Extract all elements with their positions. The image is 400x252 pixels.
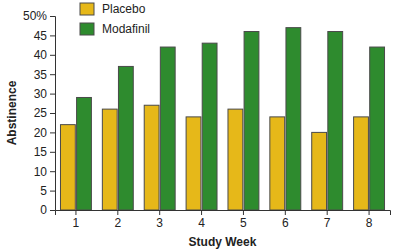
x-tick-label: 4 [198,216,205,230]
x-tick: 6 [282,210,289,230]
x-tick: 4 [198,210,205,230]
chart: 05101520253035404550%12345678Study WeekA… [0,0,400,252]
y-tick-label: 10 [34,165,48,179]
bar [118,66,133,210]
x-tick-label: 3 [156,216,163,230]
legend-label: Placebo [102,2,146,16]
x-tick-mark [201,210,202,215]
y-tick-label: 40 [34,48,48,62]
y-tick: 25 [34,106,55,120]
x-tick: 3 [156,210,163,230]
legend: Placebo Modafinil [80,2,150,36]
x-tick-mark [369,210,370,215]
y-tick-mark [50,152,55,153]
y-tick-mark [50,132,55,133]
y-tick-label: 30 [34,87,48,101]
bar [228,109,243,210]
y-tick-mark [50,16,55,17]
y-tick-mark [50,171,55,172]
x-tick-mark [159,210,160,215]
bar [328,32,343,210]
y-tick-label: 15 [34,145,48,159]
y-tick-label: 0 [40,203,47,217]
legend-label: Modafinil [102,22,150,36]
bar [202,43,217,210]
y-tick-label: 35 [34,68,48,82]
legend-swatch [80,3,94,15]
bar [77,97,92,210]
x-tick-label: 8 [366,216,373,230]
x-tick-label: 7 [324,216,331,230]
x-tick: 1 [73,210,80,230]
x-tick: 7 [324,210,331,230]
legend-swatch [80,23,94,35]
y-tick: 10 [34,165,55,179]
x-axis: 1 2 3 4 5 6 7 8 [56,210,391,230]
bar [144,105,159,210]
bar [312,132,327,210]
bar [186,117,201,210]
y-tick: 30 [34,87,55,101]
bar [370,47,385,210]
legend-item: Placebo [80,2,146,16]
bar [160,47,175,210]
x-axis-line [56,211,391,216]
x-tick-mark [327,210,328,215]
bars [60,28,384,210]
x-tick-label: 1 [73,216,80,230]
x-tick: 5 [240,210,247,230]
y-tick-mark [50,94,55,95]
bar [354,117,369,210]
y-axis-title: Abstinence [5,80,19,145]
y-tick: 20 [34,126,55,140]
y-tick-label: 45 [34,29,48,43]
x-tick-mark [285,210,286,215]
y-tick: 5 [40,184,55,198]
bar [60,125,75,210]
y-axis-line [50,17,56,211]
x-tick-mark [243,210,244,215]
x-tick: 2 [114,210,121,230]
y-tick-mark [50,55,55,56]
x-axis-title: Study Week [189,235,257,249]
y-tick: 15 [34,145,55,159]
bar [244,32,259,210]
y-tick-mark [50,113,55,114]
x-tick-mark [117,210,118,215]
y-tick: 45 [34,29,55,43]
plot-area: 05101520253035404550%12345678 [23,9,391,229]
x-tick-mark [75,210,76,215]
y-tick: 40 [34,48,55,62]
y-tick-mark [50,35,55,36]
y-tick-mark [50,191,55,192]
bar [286,28,301,210]
x-tick: 8 [366,210,373,230]
y-tick-label: 5 [40,184,47,198]
x-tick-label: 6 [282,216,289,230]
bar [102,109,117,210]
bar [270,117,285,210]
legend-item: Modafinil [80,22,150,36]
y-tick: 0 [40,203,55,217]
y-tick: 50% [23,9,55,23]
y-tick: 35 [34,68,55,82]
y-tick-mark [50,210,55,211]
y-tick-label: 25 [34,106,48,120]
x-tick-label: 2 [114,216,121,230]
y-axis: 0 5 10 15 20 25 30 35 40 45 50% [23,9,56,217]
x-tick-label: 5 [240,216,247,230]
y-tick-label: 50% [23,9,47,23]
y-tick-mark [50,74,55,75]
y-tick-label: 20 [34,126,48,140]
